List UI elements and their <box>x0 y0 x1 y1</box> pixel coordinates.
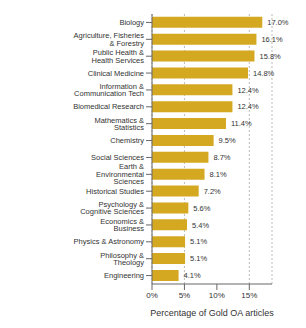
svg-text:5.1%: 5.1% <box>190 237 207 246</box>
svg-text:Economics &Business: Economics &Business <box>100 217 144 234</box>
svg-text:5%: 5% <box>179 291 191 300</box>
svg-text:0%: 0% <box>146 291 158 300</box>
svg-text:17.0%: 17.0% <box>267 18 289 27</box>
svg-text:5.6%: 5.6% <box>193 204 210 213</box>
svg-text:10%: 10% <box>209 291 225 300</box>
svg-text:Historical Studies: Historical Studies <box>86 187 144 196</box>
svg-text:Earth &EnvironmentalSciences: Earth &EnvironmentalSciences <box>96 162 144 186</box>
svg-text:Agriculture, Fisheries& Forest: Agriculture, Fisheries& Forestry <box>74 31 145 47</box>
svg-text:15%: 15% <box>241 291 257 300</box>
svg-text:11.4%: 11.4% <box>231 119 252 128</box>
svg-text:5.1%: 5.1% <box>190 254 207 263</box>
svg-text:14.8%: 14.8% <box>253 69 275 78</box>
svg-text:15.8%: 15.8% <box>259 52 281 61</box>
svg-text:Chemistry: Chemistry <box>110 136 144 145</box>
svg-text:Social Sciences: Social Sciences <box>91 153 144 162</box>
svg-text:4.1%: 4.1% <box>184 271 201 280</box>
svg-text:Percentage of Gold OA articles: Percentage of Gold OA articles <box>150 308 274 318</box>
svg-text:Psychology &Cognitive Sciences: Psychology &Cognitive Sciences <box>80 200 144 217</box>
svg-text:5.4%: 5.4% <box>192 221 209 230</box>
svg-text:9.5%: 9.5% <box>219 136 236 145</box>
svg-text:Mathematics &Statistics: Mathematics &Statistics <box>94 116 144 133</box>
svg-text:Physics & Astronomy: Physics & Astronomy <box>74 237 145 246</box>
svg-text:8.7%: 8.7% <box>213 153 230 162</box>
svg-text:Engineering: Engineering <box>104 271 144 280</box>
svg-text:Information &Communication Tec: Information &Communication Tech <box>74 82 144 99</box>
svg-text:Public Health &Health Services: Public Health &Health Services <box>91 48 144 65</box>
svg-text:7.2%: 7.2% <box>204 187 221 196</box>
svg-text:16.1%: 16.1% <box>261 35 283 44</box>
svg-text:12.4%: 12.4% <box>237 102 259 111</box>
svg-text:12.4%: 12.4% <box>237 86 259 95</box>
svg-text:Clinical Medicine: Clinical Medicine <box>88 69 144 78</box>
svg-text:8.1%: 8.1% <box>210 170 227 179</box>
svg-text:Biomedical Research: Biomedical Research <box>73 102 144 111</box>
svg-text:Biology: Biology <box>119 18 144 27</box>
svg-text:Philosophy &Theology: Philosophy &Theology <box>100 251 144 268</box>
